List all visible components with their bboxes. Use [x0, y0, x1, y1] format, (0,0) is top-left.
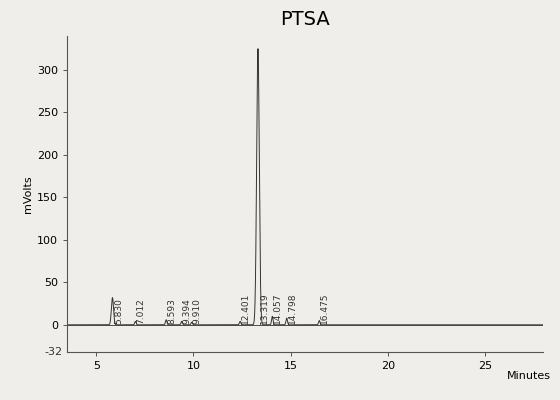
Text: -32: -32 — [44, 347, 63, 357]
Text: 9.910: 9.910 — [193, 298, 202, 324]
Text: 7.012: 7.012 — [137, 298, 146, 324]
Text: 14.057: 14.057 — [273, 292, 282, 324]
Text: 16.475: 16.475 — [320, 292, 329, 324]
Y-axis label: mVolts: mVolts — [23, 175, 33, 213]
Title: PTSA: PTSA — [281, 10, 330, 29]
X-axis label: Minutes: Minutes — [507, 371, 551, 381]
Text: 14.798: 14.798 — [288, 292, 297, 324]
Text: 8.593: 8.593 — [167, 298, 176, 324]
Text: 9.394: 9.394 — [183, 298, 192, 324]
Text: 5.830: 5.830 — [114, 298, 123, 324]
Text: 13.319: 13.319 — [259, 292, 269, 324]
Text: 12.401: 12.401 — [241, 292, 250, 324]
